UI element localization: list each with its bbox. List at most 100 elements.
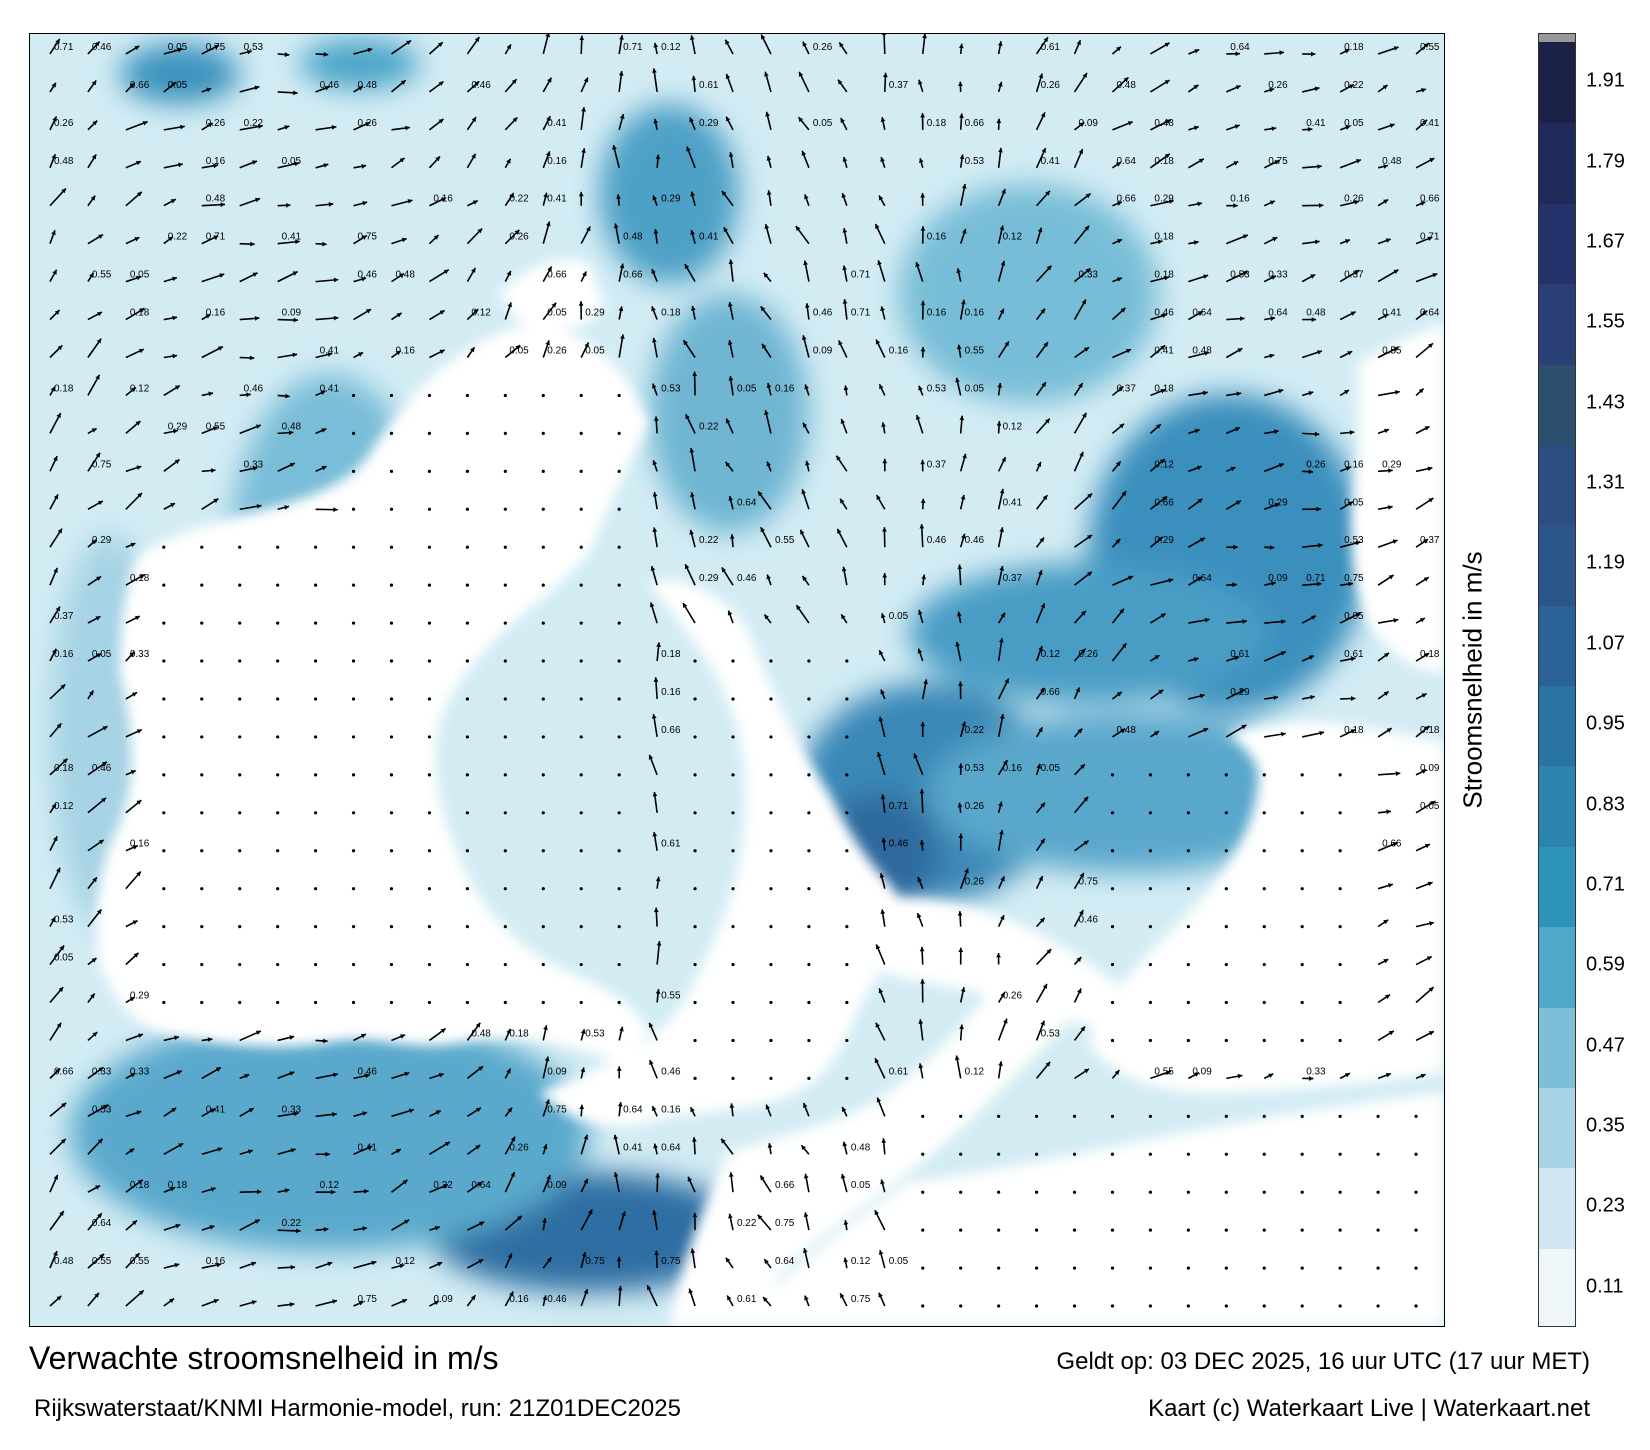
land-dot — [1110, 1266, 1115, 1270]
current-arrow-head — [1427, 881, 1433, 887]
current-arrow-head — [802, 575, 808, 581]
current-arrow-head — [1242, 234, 1248, 239]
land-dot — [162, 545, 166, 549]
land-dot — [503, 887, 507, 891]
current-arrow-head — [582, 271, 587, 277]
current-arrow-head — [1384, 994, 1390, 1000]
current-arrow-head — [840, 419, 846, 424]
speed-value: 0.66 — [130, 80, 150, 91]
land-dot — [579, 849, 583, 853]
current-arrow-head — [129, 1148, 135, 1153]
current-arrow-head — [138, 1033, 143, 1039]
land-dot — [1186, 811, 1190, 815]
current-arrow-head — [255, 197, 261, 203]
speed-value: 0.18 — [1154, 270, 1174, 281]
land-dot — [845, 659, 849, 663]
land-dot — [389, 583, 394, 587]
map-credit: Kaart (c) Waterkaart Live | Waterkaart.n… — [1148, 1395, 1590, 1422]
current-arrow-head — [293, 1111, 299, 1117]
land-dot — [351, 887, 356, 891]
current-arrow-head — [1004, 678, 1009, 684]
current-arrow-head — [136, 465, 142, 470]
speed-value: 0.41 — [1382, 308, 1402, 319]
current-arrow-head — [506, 44, 511, 50]
land-dot — [693, 659, 697, 663]
current-arrow-head — [174, 1262, 180, 1268]
current-arrow-head — [1311, 317, 1317, 322]
speed-value: 0.66 — [1041, 687, 1061, 698]
current-arrow-head — [323, 1226, 329, 1232]
current-map[interactable]: 0.71 0.46 0.05 0.75 0.53 0.71 0.12 0.26 0.61 0.64… — [29, 33, 1445, 1327]
land-dot — [427, 887, 432, 891]
speed-value: 0.26 — [1306, 459, 1326, 470]
land-dot — [997, 1266, 1001, 1270]
current-arrow-head — [1240, 316, 1245, 322]
current-arrow-head — [507, 1107, 513, 1113]
land-dot — [238, 811, 242, 815]
current-arrow-head — [999, 225, 1005, 231]
current-arrow-head — [52, 269, 57, 275]
current-arrow-head — [692, 371, 698, 377]
current-arrow-head — [684, 264, 690, 270]
current-arrow-head — [130, 770, 136, 775]
current-arrow-head — [721, 1138, 726, 1144]
current-arrow-head — [583, 1178, 588, 1184]
map-canvas[interactable]: 0.71 0.46 0.05 0.75 0.53 0.71 0.12 0.26 0.61 0.64… — [30, 34, 1444, 1326]
land-dot — [541, 887, 545, 891]
current-arrow-head — [543, 1025, 548, 1031]
speed-value: 0.26 — [509, 1142, 529, 1153]
current-arrow-head — [961, 721, 967, 727]
current-arrow-head — [964, 868, 969, 874]
land-dot — [617, 545, 621, 549]
current-arrow-head — [652, 460, 658, 466]
land-dot — [1224, 925, 1228, 929]
land-dot — [807, 659, 811, 663]
current-arrow-head — [333, 277, 339, 283]
current-arrow-head — [1278, 463, 1284, 468]
current-arrow-head — [1395, 390, 1400, 395]
land-dot — [200, 811, 204, 815]
current-arrow-head — [923, 679, 928, 685]
current-arrow-head — [362, 1226, 368, 1231]
current-arrow-head — [1087, 571, 1092, 577]
land-dot — [959, 1266, 963, 1270]
current-arrow-head — [1347, 501, 1353, 507]
current-arrow-head — [1317, 164, 1322, 169]
speed-value: 0.18 — [661, 308, 681, 319]
land-dot — [579, 735, 583, 739]
land-dot — [1300, 1114, 1304, 1118]
land-dot — [1338, 811, 1342, 815]
land-dot — [807, 773, 811, 777]
speed-value: 0.48 — [1192, 346, 1212, 357]
current-arrow-head — [801, 150, 807, 156]
current-arrow-head — [1392, 539, 1398, 544]
current-arrow-head — [878, 716, 884, 722]
current-arrow-head — [1039, 917, 1045, 923]
land-dot — [238, 773, 242, 777]
current-arrow-head — [763, 272, 769, 278]
land-dot — [997, 1190, 1001, 1194]
current-arrow-head — [688, 1288, 693, 1294]
current-arrow-head — [1230, 466, 1236, 472]
land-dot — [1224, 1114, 1228, 1118]
land-dot — [313, 545, 318, 549]
current-arrow-head — [918, 1019, 924, 1024]
current-arrow-head — [1160, 345, 1166, 351]
current-arrow-head — [134, 45, 140, 51]
land-dot — [807, 962, 811, 967]
current-arrow-head — [1344, 49, 1350, 54]
land-dot — [162, 887, 166, 891]
land-dot — [351, 583, 356, 587]
current-arrow-head — [400, 1034, 406, 1039]
speed-value: 0.48 — [1382, 156, 1402, 167]
current-arrow-head — [213, 498, 219, 504]
speed-value: 0.41 — [547, 194, 567, 205]
current-arrow-head — [876, 1097, 882, 1103]
land-dot — [693, 773, 697, 777]
current-arrow-head — [1119, 608, 1124, 614]
current-arrow-head — [1345, 466, 1351, 471]
current-arrow-head — [837, 528, 842, 534]
current-arrow-head — [1158, 689, 1164, 695]
current-arrow-head — [802, 1248, 808, 1254]
current-arrow-head — [545, 151, 551, 157]
